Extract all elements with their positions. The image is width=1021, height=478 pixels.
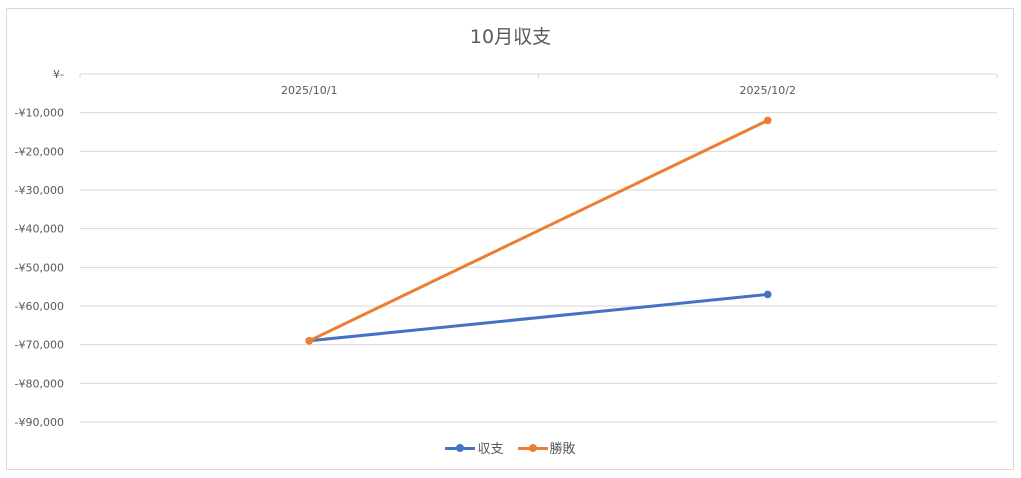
x-tick-label: 2025/10/1 [281, 84, 337, 97]
y-tick-label: -¥80,000 [15, 377, 64, 390]
legend-marker-shohai [517, 443, 548, 453]
legend-label-shushi: 収支 [477, 442, 504, 457]
legend-item-shushi[interactable]: 収支 [445, 438, 504, 457]
legend-marker-shushi [445, 443, 476, 453]
data-point [763, 116, 772, 125]
y-tick-label: -¥10,000 [15, 107, 64, 120]
y-tick-label: -¥60,000 [15, 300, 64, 313]
data-point [305, 337, 314, 345]
data-point [763, 290, 772, 299]
y-tick-label: ¥- [53, 68, 64, 81]
legend: 収支 勝敗 [0, 438, 1021, 457]
y-tick-label: -¥70,000 [15, 339, 64, 352]
chart-frame [6, 8, 1014, 470]
y-tick-label: -¥40,000 [15, 223, 64, 236]
legend-item-shohai[interactable]: 勝敗 [517, 438, 576, 457]
y-tick-label: -¥50,000 [15, 261, 64, 274]
y-tick-label: -¥30,000 [15, 184, 64, 197]
series-line-0 [309, 292, 768, 343]
y-tick-label: -¥90,000 [15, 416, 64, 429]
chart-title: 10月収支 [469, 26, 552, 48]
y-tick-label: -¥20,000 [15, 145, 64, 158]
legend-label-shohai: 勝敗 [549, 442, 576, 457]
x-tick-label: 2025/10/2 [740, 84, 796, 97]
series-line-1 [308, 119, 769, 343]
